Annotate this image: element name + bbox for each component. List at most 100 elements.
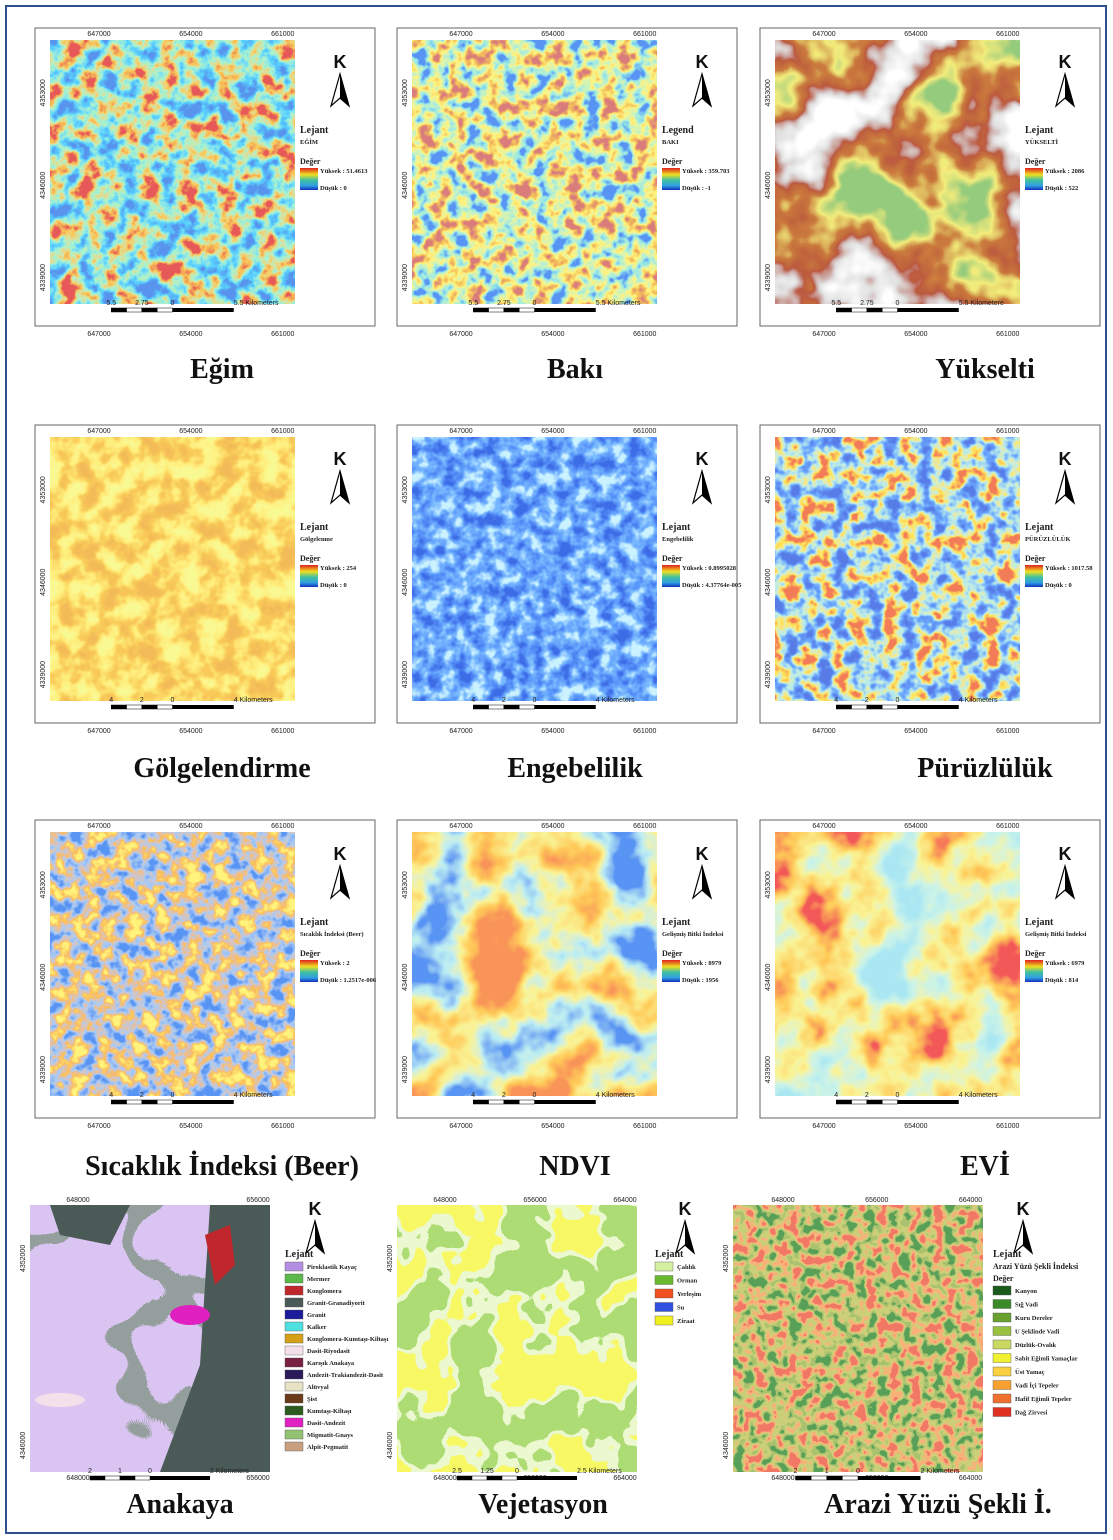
scale-bar (111, 705, 126, 709)
y-tick-label: 4352000 (387, 1245, 394, 1272)
legend-swatch (993, 1394, 1011, 1403)
scale-label: 4 Kilometers (234, 697, 273, 704)
legend-low: Düşük : -1 (682, 185, 711, 192)
y-tick-label: 4346000 (40, 171, 47, 198)
scale-bar (489, 1100, 504, 1104)
x-tick-label: 661000 (633, 331, 656, 338)
y-tick-label: 4339000 (402, 661, 409, 688)
scale-bar (90, 1476, 105, 1480)
x-tick-label: 654000 (179, 823, 202, 830)
scale-bar (127, 705, 142, 709)
scale-label: 5.5 (468, 300, 478, 307)
scale-label: 2 (140, 1092, 144, 1099)
legend-entry: Kalker (307, 1324, 327, 1331)
y-tick-label: 4346000 (765, 171, 772, 198)
scale-bar (473, 705, 488, 709)
caption: Engebelilik (507, 753, 643, 784)
legend-swatch (285, 1430, 303, 1439)
caption: Anakaya (126, 1489, 233, 1520)
scale-bar (504, 705, 519, 709)
north-label: K (696, 844, 709, 864)
legend-value-title: Değer (662, 157, 683, 166)
legend-low: Düşük : 1956 (682, 977, 719, 984)
x-tick-label: 661000 (271, 728, 294, 735)
north-label: K (696, 449, 709, 469)
legend-swatch (285, 1394, 303, 1403)
x-tick-label: 654000 (904, 428, 927, 435)
scale-label: 4 Kilometers (596, 697, 635, 704)
x-tick-label: 661000 (633, 1123, 656, 1130)
x-tick-label: 661000 (996, 1123, 1019, 1130)
scale-label: 4 Kilometers (959, 1092, 998, 1099)
x-tick-label: 654000 (904, 1123, 927, 1130)
scale-bar (882, 705, 897, 709)
scale-label: 5.5 Kilometers (234, 300, 279, 307)
scale-bar (519, 308, 534, 312)
scale-bar (882, 308, 897, 312)
legend-entry: Şist (307, 1396, 318, 1403)
map-raster (412, 437, 657, 701)
legend-title: Legend (662, 125, 694, 136)
scale-label: 2 (794, 1468, 798, 1475)
legend-entry: Piroklastik Kayaç (307, 1264, 357, 1271)
x-tick-label: 661000 (633, 728, 656, 735)
y-tick-label: 4353000 (765, 871, 772, 898)
scale-bar (127, 1100, 142, 1104)
y-tick-label: 4346000 (20, 1432, 27, 1459)
y-tick-label: 4346000 (387, 1432, 394, 1459)
map-unit (170, 1305, 210, 1325)
scale-bar (173, 705, 234, 709)
scale-bar (120, 1476, 135, 1480)
legend-high: Yüksek : 254 (320, 565, 357, 572)
scale-label: 2.75 (135, 300, 149, 307)
legend-value-title: Değer (1025, 554, 1046, 563)
x-tick-label: 661000 (271, 1123, 294, 1130)
x-tick-label: 656000 (246, 1475, 269, 1482)
north-label: K (334, 449, 347, 469)
legend-entry: Granit (307, 1312, 327, 1319)
legend-entry: Hafif Eğimli Tepeler (1015, 1396, 1072, 1403)
scale-label: 2 (140, 697, 144, 704)
legend-high: Yüksek : 2 (320, 960, 350, 967)
x-tick-label: 654000 (541, 728, 564, 735)
y-tick-label: 4346000 (723, 1432, 730, 1459)
x-tick-label: 664000 (959, 1197, 982, 1204)
legend-layer: EĞİM (300, 138, 318, 146)
x-tick-label: 648000 (433, 1197, 456, 1204)
legend-swatch (285, 1334, 303, 1343)
y-tick-label: 4339000 (765, 264, 772, 291)
legend-swatch (655, 1262, 673, 1271)
legend-entry: Andezit-Trakiandezit-Dasit (307, 1372, 384, 1379)
scale-bar (519, 705, 534, 709)
legend-value-title: Değer (662, 554, 683, 563)
y-tick-label: 4353000 (402, 79, 409, 106)
legend-swatch (655, 1303, 673, 1312)
legend-swatch (993, 1354, 1011, 1363)
x-tick-label: 654000 (904, 823, 927, 830)
y-tick-label: 4339000 (402, 264, 409, 291)
x-tick-label: 654000 (179, 728, 202, 735)
scale-bar (535, 705, 596, 709)
x-tick-label: 648000 (433, 1475, 456, 1482)
legend-ramp (662, 565, 680, 587)
caption: Arazi Yüzü Şekli İ. (824, 1489, 1052, 1520)
scale-label: 2 (502, 697, 506, 704)
scale-bar (852, 1100, 867, 1104)
legend-low: Düşük : 4.37764e-005 (682, 582, 742, 589)
legend-low: Düşük : 814 (1045, 977, 1079, 984)
scale-bar (142, 705, 157, 709)
scale-bar (127, 308, 142, 312)
scale-label: 2.5 Kilometers (577, 1468, 622, 1475)
scale-bar (852, 308, 867, 312)
legend-layer: PÜRÜZLÜLÜK (1025, 536, 1071, 543)
legend-title: Lejant (300, 522, 329, 533)
legend-entry: Yerleşim (677, 1291, 702, 1298)
legend-entry: Dasit-Andezit (307, 1420, 346, 1427)
scale-bar (836, 1100, 851, 1104)
scale-bar (457, 1476, 472, 1480)
scale-label: 0 (856, 1468, 860, 1475)
x-tick-label: 656000 (246, 1197, 269, 1204)
legend-title: Lejant (300, 125, 329, 136)
legend-ramp (662, 168, 680, 190)
legend-swatch (285, 1346, 303, 1355)
